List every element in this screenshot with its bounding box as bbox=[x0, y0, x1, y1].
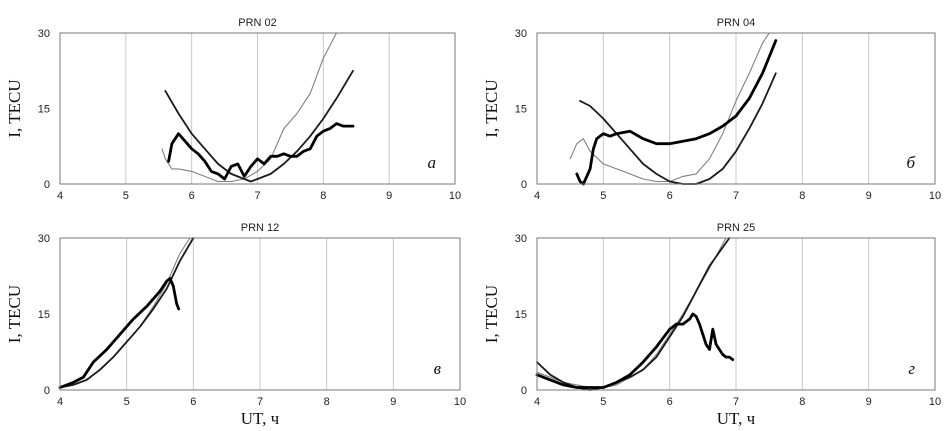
plot-frame bbox=[59, 32, 456, 185]
x-tick-label: 5 bbox=[123, 190, 129, 202]
panel-title: PRN 02 bbox=[238, 17, 277, 29]
series-line-thick bbox=[575, 39, 778, 186]
y-tick-label: 0 bbox=[521, 385, 527, 397]
y-tick-label: 15 bbox=[38, 309, 50, 321]
x-tick-label: 6 bbox=[189, 190, 195, 202]
y-tick-label: 30 bbox=[515, 28, 527, 40]
chart-panel-2: 4 5 6 7 8 9 10 0 15 30 PRN 04 I, TECU б bbox=[482, 17, 941, 202]
series-line-thick bbox=[535, 312, 735, 389]
y-axis-label: I, TECU bbox=[5, 285, 24, 343]
series-line-thin bbox=[536, 237, 727, 389]
chart-panel-4: 4 5 6 7 8 9 10 0 15 30 PRN 25 I, TECU UT, ч г bbox=[482, 222, 941, 428]
x-axis-label: UT, ч bbox=[717, 409, 756, 428]
x-tick-label: 8 bbox=[799, 396, 805, 408]
plot-frame bbox=[536, 237, 936, 391]
x-tick-label: 9 bbox=[866, 190, 872, 202]
x-tick-label: 5 bbox=[600, 396, 606, 408]
series-line-medium bbox=[164, 69, 354, 183]
x-tick-label: 8 bbox=[799, 190, 805, 202]
series-line-medium bbox=[579, 72, 777, 185]
y-tick-label: 0 bbox=[521, 179, 527, 191]
y-tick-label: 15 bbox=[515, 104, 527, 116]
y-axis-label: I, TECU bbox=[5, 79, 24, 137]
panel-letter: б bbox=[906, 153, 915, 172]
x-tick-label: 6 bbox=[190, 396, 196, 408]
x-tick-label: 9 bbox=[390, 396, 396, 408]
x-tick-label: 7 bbox=[733, 190, 739, 202]
x-tick-label: 4 bbox=[57, 396, 63, 408]
x-tick-label: 8 bbox=[324, 396, 330, 408]
y-tick-label: 30 bbox=[515, 233, 527, 245]
series-line-medium bbox=[536, 237, 731, 391]
x-tick-label: 7 bbox=[733, 396, 739, 408]
panel-letter: г bbox=[908, 359, 915, 378]
x-tick-label: 9 bbox=[866, 396, 872, 408]
chart-panel-3: 4 5 6 7 8 9 10 0 15 30 PRN 12 I, TECU UT, ч в bbox=[5, 222, 466, 428]
series-line-thin bbox=[161, 32, 338, 183]
x-tick-label: 4 bbox=[534, 190, 540, 202]
chart-panel-1: 4 5 6 7 8 9 10 0 15 30 PRN 02 I, TECU а bbox=[5, 17, 461, 202]
series-line-thick bbox=[167, 122, 355, 181]
series-line-thin bbox=[569, 32, 770, 183]
x-tick-label: 4 bbox=[534, 396, 540, 408]
y-tick-label: 15 bbox=[38, 104, 50, 116]
panel-title: PRN 04 bbox=[717, 17, 756, 29]
y-axis-label: I, TECU bbox=[482, 285, 501, 343]
y-axis-label: I, TECU bbox=[482, 79, 501, 137]
y-tick-label: 0 bbox=[44, 385, 50, 397]
y-tick-label: 30 bbox=[38, 233, 50, 245]
y-tick-label: 30 bbox=[38, 28, 50, 40]
x-tick-label: 7 bbox=[254, 190, 260, 202]
x-tick-label: 10 bbox=[929, 396, 941, 408]
x-tick-label: 6 bbox=[667, 396, 673, 408]
x-tick-label: 7 bbox=[257, 396, 263, 408]
x-tick-label: 9 bbox=[386, 190, 392, 202]
x-tick-label: 8 bbox=[320, 190, 326, 202]
panel-title: PRN 12 bbox=[241, 222, 280, 234]
plot-frame bbox=[59, 237, 461, 391]
x-tick-label: 10 bbox=[454, 396, 466, 408]
panel-title: PRN 25 bbox=[717, 222, 756, 234]
x-axis-label: UT, ч bbox=[241, 409, 280, 428]
x-tick-label: 10 bbox=[449, 190, 461, 202]
x-tick-label: 5 bbox=[124, 396, 130, 408]
panel-letter: в bbox=[434, 359, 442, 378]
x-tick-label: 4 bbox=[57, 190, 63, 202]
x-tick-label: 6 bbox=[667, 190, 673, 202]
x-tick-label: 5 bbox=[600, 190, 606, 202]
plot-frame bbox=[536, 32, 936, 185]
series-line-thick bbox=[58, 277, 181, 389]
y-tick-label: 15 bbox=[515, 309, 527, 321]
series-line-thin bbox=[59, 237, 191, 389]
x-tick-label: 10 bbox=[929, 190, 941, 202]
panel-letter: а bbox=[428, 153, 437, 172]
y-tick-label: 0 bbox=[44, 179, 50, 191]
